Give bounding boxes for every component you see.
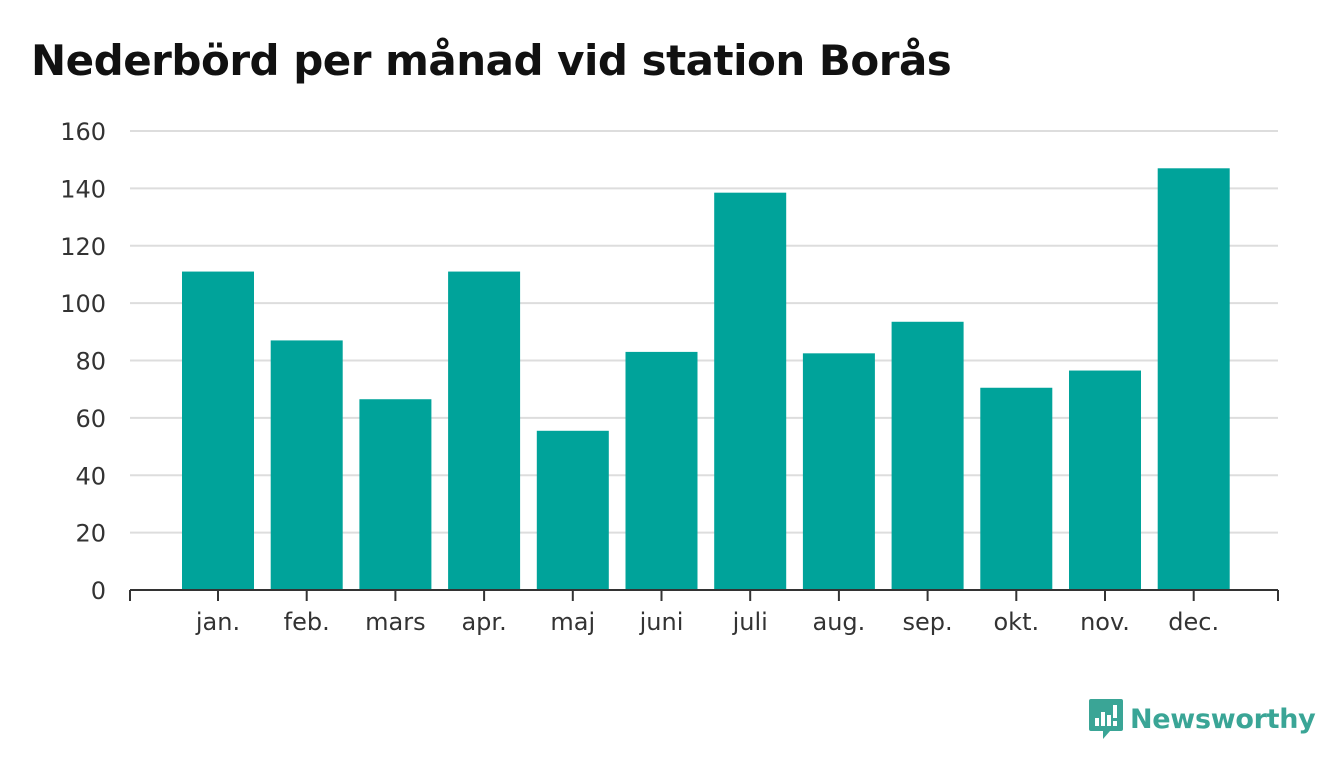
y-tick-label: 60 (75, 405, 106, 433)
bar (980, 387, 1053, 590)
brand-logo: Newsworthy (1088, 698, 1316, 740)
y-tick-label: 100 (60, 290, 106, 318)
x-axis (129, 589, 1279, 601)
bar (1069, 370, 1141, 590)
y-tick-label: 80 (75, 348, 106, 376)
x-tick-label: feb. (284, 608, 330, 636)
y-axis-tick-labels: 0 20 40 60 80 100 120 140 160 (60, 118, 106, 605)
bar (625, 351, 698, 590)
x-tick-label: mars (365, 608, 425, 636)
x-tick-label: jan. (195, 608, 240, 636)
y-tick-label: 140 (60, 175, 106, 203)
x-tick-label: sep. (903, 608, 953, 636)
bars (182, 168, 1230, 590)
y-tick-label: 40 (75, 462, 106, 490)
y-tick-label: 120 (60, 233, 106, 261)
chart-title: Nederbörd per månad vid station Borås (31, 36, 952, 85)
x-tick-label: maj (550, 608, 595, 636)
x-tick-label: aug. (813, 608, 866, 636)
bar-chart: 0 20 40 60 80 100 120 140 160 jan. feb. mars apr. ma… (60, 118, 1279, 636)
bar (182, 271, 254, 590)
y-tick-label: 160 (60, 118, 106, 146)
bar (714, 192, 787, 590)
bar (891, 321, 964, 590)
x-tick-label: nov. (1080, 608, 1130, 636)
x-tick-label: dec. (1168, 608, 1219, 636)
x-tick-label: apr. (461, 608, 506, 636)
bar (536, 430, 609, 590)
x-axis-tick-labels: jan. feb. mars apr. maj juni juli aug. sep. okt. n… (195, 608, 1219, 636)
brand-name: Newsworthy (1130, 703, 1316, 735)
x-tick-label: okt. (993, 608, 1039, 636)
newsworthy-logo-icon (1089, 699, 1123, 739)
bar (448, 271, 521, 590)
bar (359, 399, 432, 590)
bar (802, 353, 875, 590)
y-tick-label: 20 (75, 520, 106, 548)
y-tick-label: 0 (91, 577, 106, 605)
x-tick-label: juli (732, 608, 768, 636)
bar (1157, 168, 1230, 590)
x-tick-label: juni (639, 608, 684, 636)
bar (270, 340, 343, 590)
